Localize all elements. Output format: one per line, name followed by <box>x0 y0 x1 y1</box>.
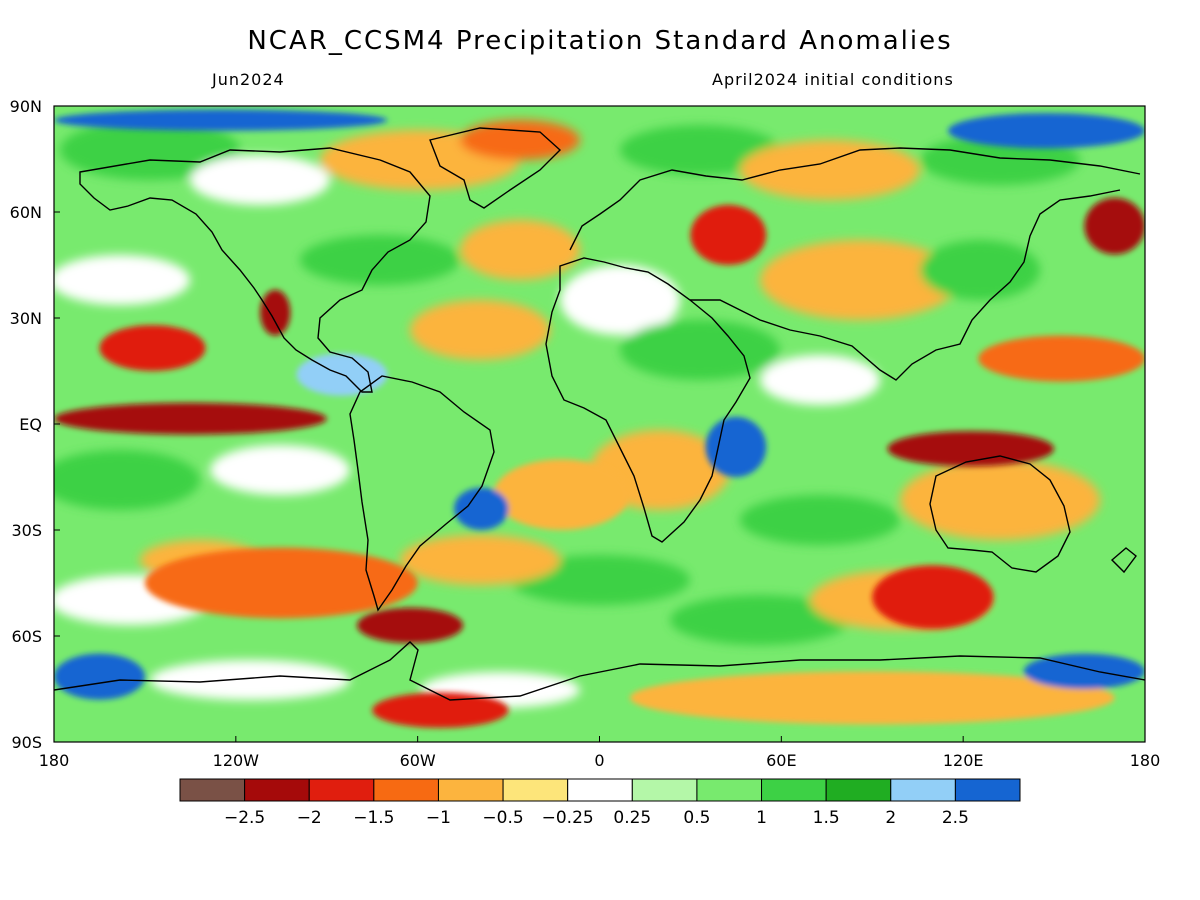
anomaly-region-5 <box>372 692 509 728</box>
colorbar-label: −2.5 <box>224 808 265 828</box>
colorbar-label: −1.5 <box>353 808 394 828</box>
colorbar-swatch-5 <box>502 778 569 802</box>
colorbar-swatch-11 <box>890 778 956 802</box>
colorbar-label: −0.25 <box>542 808 594 828</box>
lat-tick-label: 60N <box>10 203 42 222</box>
lat-tick-label: 90S <box>11 733 42 752</box>
colorbar-label: −2 <box>297 808 322 828</box>
colorbar-swatch-4 <box>437 778 504 802</box>
colorbar-swatch-8 <box>696 778 763 802</box>
colorbar-swatch-0 <box>179 778 246 802</box>
lat-tick-label: 30N <box>10 309 42 328</box>
coast-eurasia-north <box>569 147 1141 251</box>
coast-new-zealand <box>1110 547 1137 574</box>
anomaly-region-16 <box>948 113 1145 149</box>
colorbar-swatch-12 <box>954 778 1021 802</box>
lon-tick-label: 60W <box>400 751 436 770</box>
anomaly-region-10 <box>690 204 767 265</box>
map-title: NCAR_CCSM4 Precipitation Standard Anomal… <box>247 26 953 56</box>
anomaly-region-1 <box>99 325 206 371</box>
lon-tick-label: 120W <box>213 751 260 770</box>
colorbar-label: 2.5 <box>942 808 969 828</box>
longitude-axis: 180 120W 60W 0 60E 120E 180 <box>39 736 1161 770</box>
colorbar-swatch-3 <box>373 778 439 802</box>
colorbar-label: −1 <box>426 808 451 828</box>
coast-asia-south <box>690 189 1121 381</box>
anomaly-region-14 <box>1023 653 1145 689</box>
lat-tick-label: 60S <box>11 627 42 646</box>
anomaly-regions <box>54 109 1145 728</box>
coast-antarctica <box>54 641 1145 701</box>
colorbar-label: 0.5 <box>683 808 710 828</box>
lat-tick-label: 90N <box>10 97 42 116</box>
colorbar-swatch-9 <box>761 778 827 802</box>
anomaly-region-7 <box>887 431 1055 467</box>
colorbar-swatch-6 <box>567 778 633 802</box>
colorbar-swatch-1 <box>244 778 310 802</box>
anomaly-region-2 <box>260 289 291 336</box>
anomaly-region-11 <box>1084 197 1145 255</box>
lon-tick-label: 60E <box>766 751 796 770</box>
latitude-axis: 90N 60N 30N EQ 30S 60S 90S <box>10 97 60 752</box>
anomaly-region-0 <box>54 402 327 435</box>
colorbar-swatch-10 <box>825 778 892 802</box>
anomaly-region-3 <box>144 547 418 619</box>
coastlines <box>54 127 1145 701</box>
lat-tick-label: 30S <box>11 521 42 540</box>
coast-africa <box>545 257 751 543</box>
colorbar-label: −0.5 <box>482 808 523 828</box>
anomaly-region-15 <box>54 109 388 131</box>
lon-tick-label: 180 <box>1130 751 1161 770</box>
coast-australia <box>929 455 1071 573</box>
anomaly-region-9 <box>978 335 1145 382</box>
colorbar-swatch-7 <box>631 778 698 802</box>
colorbar: −2.5 −2 −1.5 −1 −0.5 −0.25 0.25 0.5 1 1.5 2 2.5 <box>179 778 1021 828</box>
anomaly-region-12 <box>493 459 630 530</box>
anomaly-region-4 <box>357 607 464 644</box>
coast-south-america <box>349 375 495 612</box>
colorbar-label: 0.25 <box>613 808 651 828</box>
anomaly-region-13 <box>54 653 145 700</box>
anomaly-region-18 <box>454 487 509 530</box>
colorbar-label: 1 <box>756 808 767 828</box>
colorbar-label: 1.5 <box>813 808 840 828</box>
anomaly-region-8 <box>872 565 994 629</box>
init-conditions-label: April2024 initial conditions <box>712 70 954 89</box>
anomaly-region-17 <box>705 416 767 477</box>
lon-tick-label: 180 <box>39 751 70 770</box>
lat-tick-label: EQ <box>19 415 42 434</box>
lon-tick-label: 120E <box>943 751 984 770</box>
anomaly-field <box>54 106 1145 742</box>
coast-north-america <box>79 147 431 393</box>
valid-month-label: Jun2024 <box>212 70 285 89</box>
anomaly-region-6 <box>629 671 1115 725</box>
lon-tick-label: 0 <box>594 751 604 770</box>
colorbar-label: 2 <box>885 808 896 828</box>
colorbar-swatch-2 <box>308 778 375 802</box>
coast-greenland <box>429 127 562 209</box>
